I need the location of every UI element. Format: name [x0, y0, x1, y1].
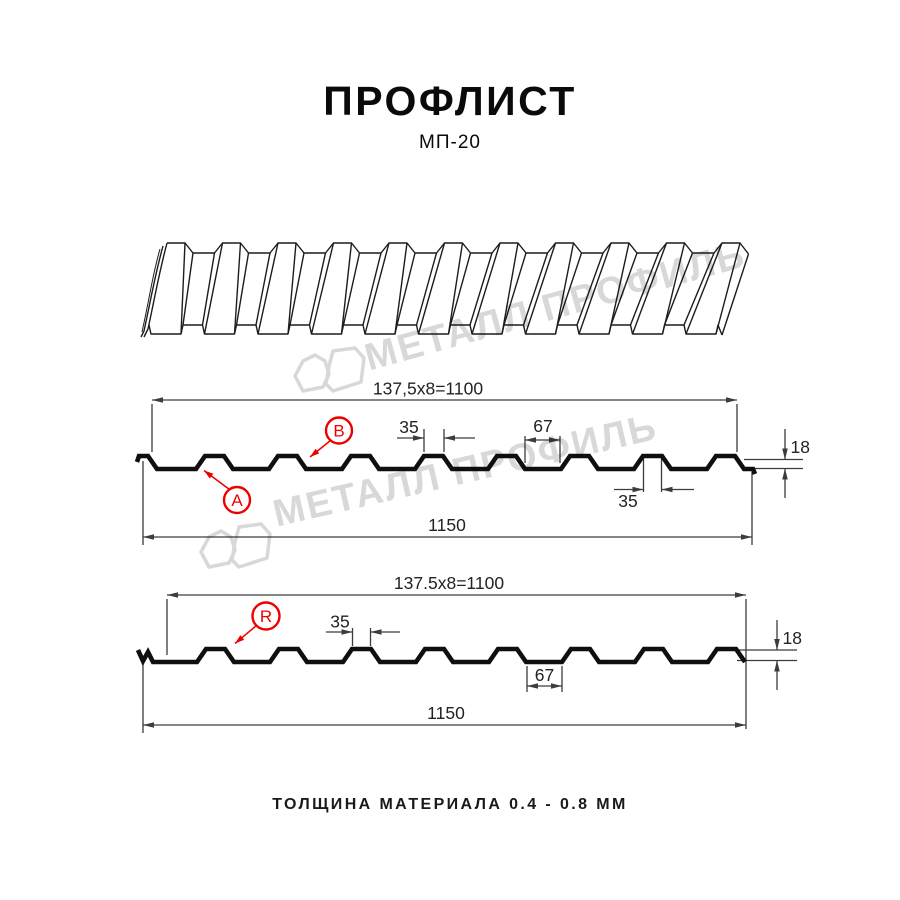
dim-label-height-top: 18 — [791, 437, 810, 457]
face-label-r-text: R — [260, 607, 272, 626]
dim-valley-top — [524, 436, 561, 463]
dim-label-valley-top: 67 — [533, 416, 552, 436]
dim-pitch-bottom — [166, 592, 747, 729]
product-code: МП-20 — [419, 132, 481, 153]
face-label-r: R — [234, 601, 281, 645]
dim-pitch-top — [151, 397, 738, 452]
profile-outline-bottom — [135, 646, 747, 667]
dim-label-pitch-bottom: 137.5x8=1100 — [394, 573, 504, 593]
dim-label-valley-bottom: 67 — [535, 665, 554, 685]
dim-overall-bottom — [142, 658, 746, 733]
dim-label-overall-top: 1150 — [428, 515, 466, 535]
profile-outline-top — [134, 453, 758, 475]
profile-section-top: 137,5x8=1100 35 67 35 — [134, 380, 810, 545]
face-label-b-text: B — [333, 422, 344, 441]
dim-crest-bottom — [326, 628, 400, 646]
dim-label-height-bottom: 18 — [783, 628, 802, 648]
dim-height-bottom — [737, 620, 797, 690]
dim-label-crest-bottom: 35 — [330, 612, 349, 632]
dim-label-crest-top: 35 — [399, 417, 418, 437]
face-label-b: B — [309, 416, 354, 458]
face-label-a: A — [203, 469, 252, 515]
face-label-a-text: A — [231, 491, 243, 510]
header: ПРОФЛИСТ МП-20 — [0, 78, 900, 154]
sheet-3d-drawing — [140, 242, 750, 338]
profile-section-bottom: 137.5x8=1100 35 67 1150 18 — [135, 573, 802, 733]
dim-label-slot-top: 35 — [618, 491, 637, 511]
dim-valley-bottom — [526, 666, 563, 692]
page-title: ПРОФЛИСТ — [323, 78, 577, 124]
dim-slot-top — [614, 458, 694, 493]
dim-crest-top — [397, 429, 475, 452]
dim-label-overall-bottom: 1150 — [427, 703, 465, 723]
thickness-note: ТОЛЩИНА МАТЕРИАЛА 0.4 - 0.8 ММ — [272, 796, 628, 813]
dim-label-pitch-top: 137,5x8=1100 — [373, 380, 483, 399]
